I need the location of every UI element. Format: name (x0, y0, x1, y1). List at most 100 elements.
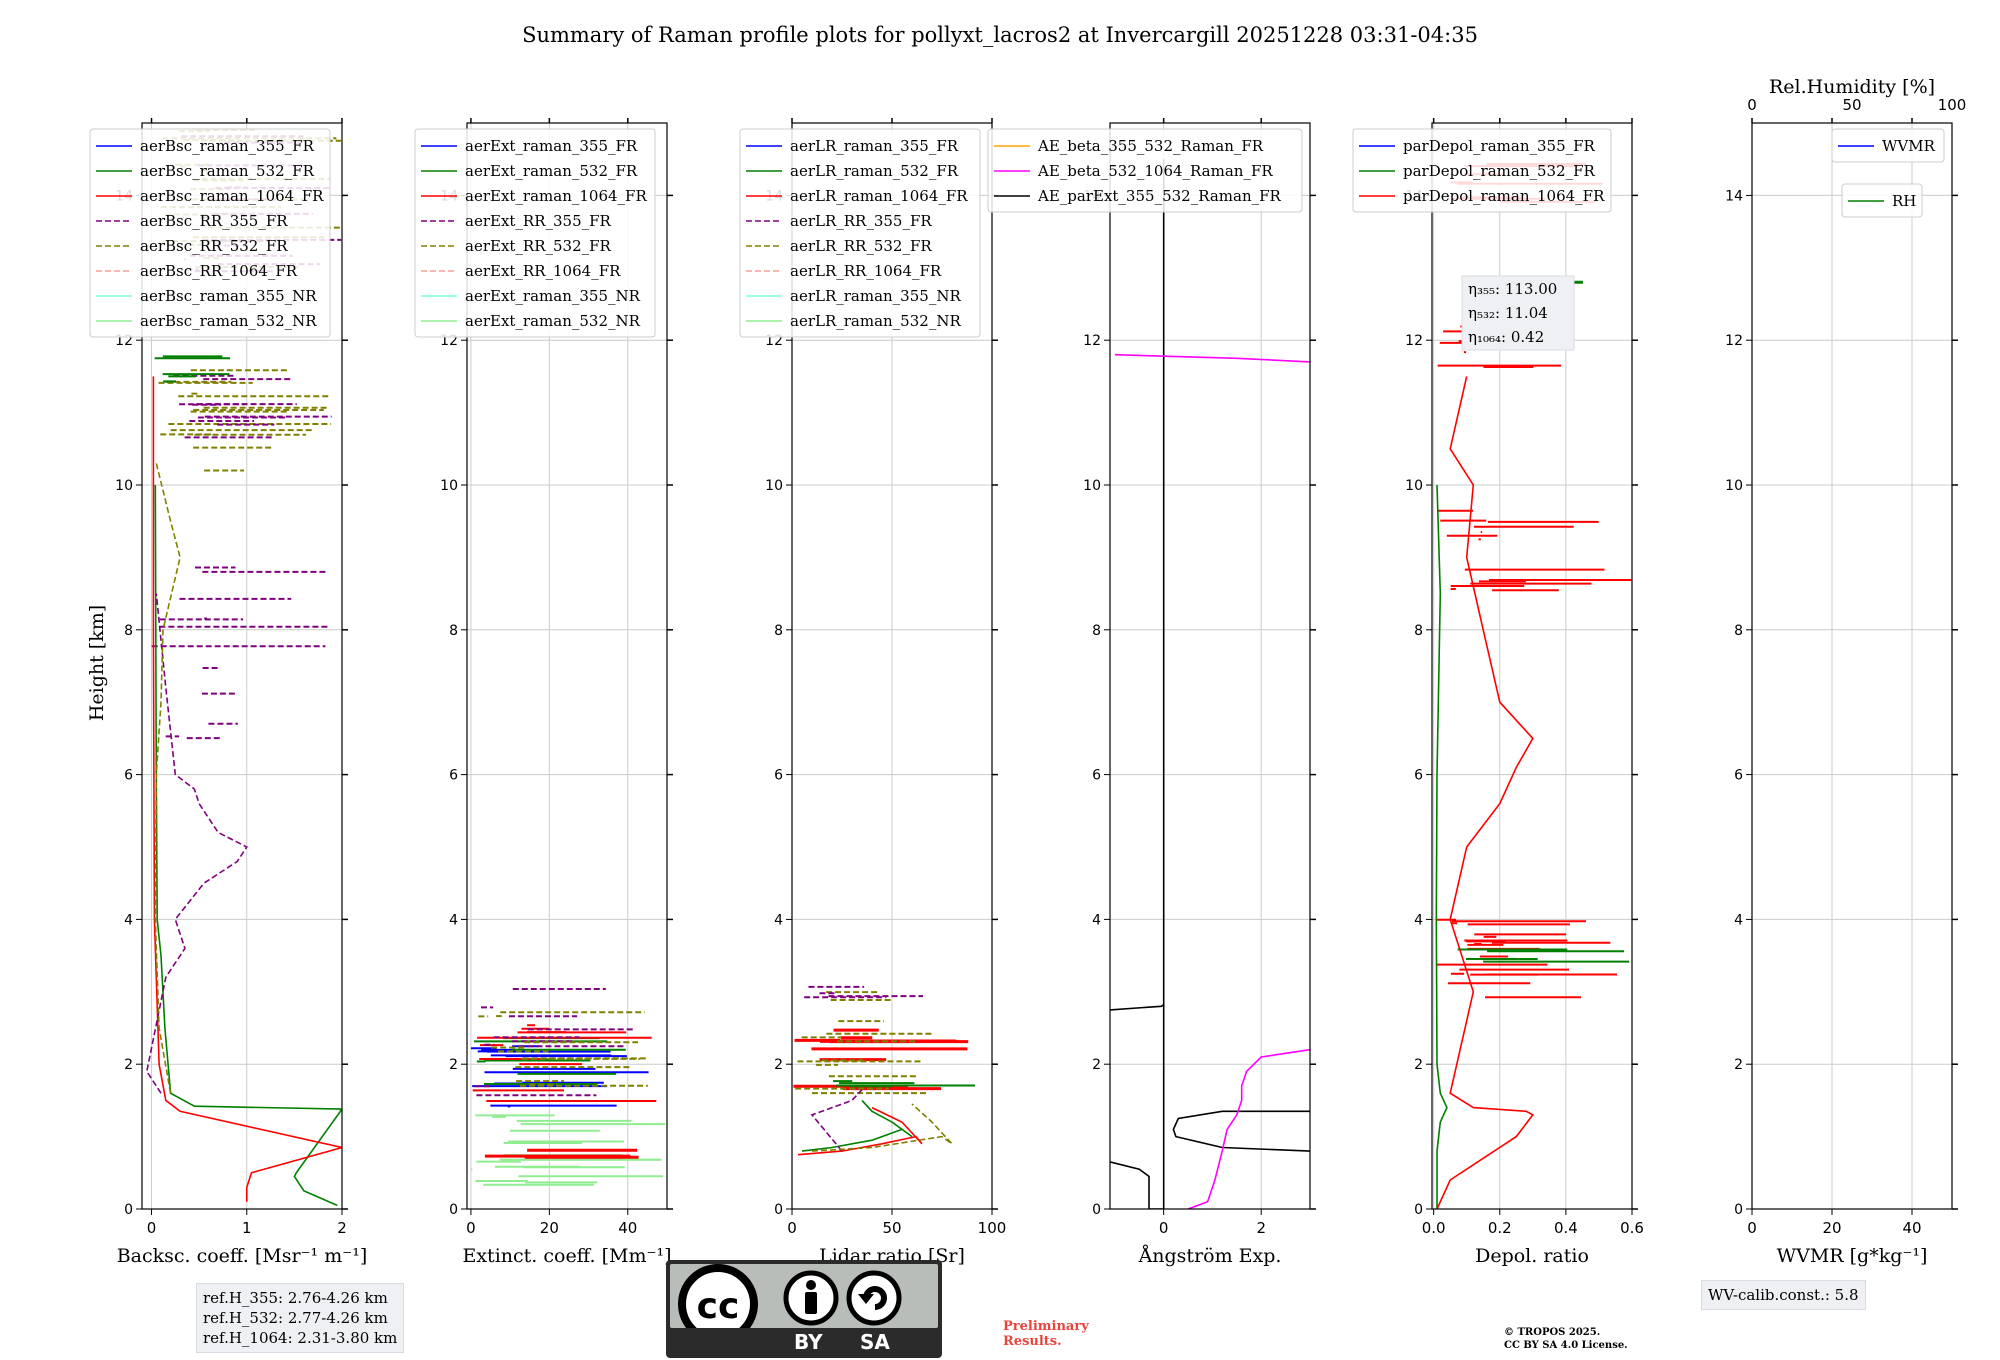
x-axis-label: WVMR [g*kg⁻¹] (1777, 1245, 1928, 1267)
series-line-aerBsc_RR_355_FR (145, 593, 248, 1094)
axes-frame (1751, 122, 1953, 1210)
depol-calibration-annotation: η₃₅₅: 113.00 η₅₃₂: 11.04 η₁₀₆₄: 0.42 (1461, 275, 1575, 351)
ref-height-532: ref.H_532: 2.77-4.26 km (203, 1309, 388, 1327)
y-tick-label: 10 (1083, 478, 1101, 494)
y-tick-label: 10 (440, 478, 458, 494)
series-line-AE_parExt_355_532_Raman_FR (1172, 1110, 1310, 1152)
y-tick-label: 4 (1734, 912, 1743, 928)
cc-badge-top: cc (670, 1264, 938, 1344)
y-tick-label: 2 (124, 1057, 133, 1073)
y-tick-label: 2 (1092, 1057, 1101, 1073)
legend-entry: parDepol_raman_1064_FR (1403, 187, 1605, 205)
legend-entry: aerBsc_RR_1064_FR (140, 262, 298, 280)
legend-box (89, 128, 331, 338)
x-tick-label: 2 (337, 1219, 347, 1237)
x-tick-label: 0.2 (1488, 1219, 1512, 1237)
plot-area-angstrom (1110, 159, 1310, 1209)
axes-frame (1431, 122, 1633, 1210)
series-line-aerLR_RR_355_FR (810, 1088, 863, 1152)
y-tick-label: 8 (124, 623, 133, 639)
plot-area-lidar_ratio (793, 985, 976, 1156)
y-tick-label: 10 (1725, 478, 1743, 494)
y-tick-label: 8 (1092, 623, 1101, 639)
sa-share-icon (846, 1270, 902, 1326)
y-axis-label: Height [km] (86, 605, 108, 721)
y-tick-label: 4 (1092, 912, 1101, 928)
by-person-head (806, 1280, 816, 1290)
copyright-line-2: CC BY SA 4.0 License. (1504, 1340, 1628, 1351)
y-tick-label: 10 (1405, 478, 1423, 494)
x-tick-label: 20 (1822, 1219, 1841, 1237)
legend-entry: aerExt_raman_532_NR (465, 312, 641, 330)
x-tick-label: 40 (1902, 1219, 1921, 1237)
y-tick-label: 8 (774, 623, 783, 639)
x-tick-label: 100 (978, 1219, 1007, 1237)
panel-angstrom: 0246810121402Ångström Exp.AE_beta_355_53… (987, 118, 1316, 1267)
legend-entry: aerLR_raman_355_NR (790, 287, 961, 305)
by-label: BY (794, 1330, 823, 1354)
y-tick-label: 12 (1725, 333, 1743, 349)
y-tick-label: 0 (1734, 1202, 1743, 1218)
legend-entry: aerLR_RR_1064_FR (790, 262, 942, 280)
legend-entry: AE_parExt_355_532_Raman_FR (1037, 187, 1282, 205)
y-tick-label: 0 (1092, 1202, 1101, 1218)
y-tick-label: 6 (1414, 768, 1423, 784)
by-person-body (805, 1292, 817, 1314)
preliminary-line-1: Preliminary (1003, 1319, 1089, 1334)
y-tick-label: 4 (449, 912, 458, 928)
legend-entry: aerExt_RR_355_FR (465, 212, 612, 230)
legend-entry: aerBsc_raman_355_FR (140, 137, 315, 155)
series-line-parDepol_raman_1064_FR (1436, 376, 1535, 1209)
x-tick-label: 50 (882, 1219, 901, 1237)
panel-wvmr: 0 2 4 6 8 10 12 14 0 20 40 WVMR [g*kg⁻¹] 0 50 100Rel.H… (1725, 76, 1966, 1267)
legend-lidar_ratio: aerLR_raman_355_FR aerLR_raman_532_FR aerL… (739, 128, 981, 338)
plot-area-extinction (470, 987, 666, 1186)
legend-entry: parDepol_raman_355_FR (1403, 137, 1596, 155)
y-tick-label: 12 (1083, 333, 1101, 349)
legend-box (987, 128, 1303, 213)
legend-box (739, 128, 981, 338)
legend-entry: aerExt_RR_532_FR (465, 237, 612, 255)
y-tick-label: 4 (774, 912, 783, 928)
legend-entry: aerLR_raman_532_NR (790, 312, 961, 330)
legend-entry: aerLR_RR_355_FR (790, 212, 932, 230)
legend-entry: aerBsc_raman_532_FR (140, 162, 315, 180)
series-line-AE_beta_532_1064_Raman_FR (1187, 1048, 1310, 1209)
top-x-tick-label: 0 (1747, 96, 1757, 114)
legend-entry: aerBsc_raman_532_NR (140, 312, 317, 330)
y-tick-label: 8 (1734, 623, 1743, 639)
wv-calibration-box: WV-calib.const.: 5.8 (1701, 1280, 1866, 1310)
series-line-AE_parExt_355_532_Raman_FR (1110, 1004, 1165, 1011)
annotation-box (1461, 275, 1575, 351)
y-tick-label: 2 (1734, 1057, 1743, 1073)
preliminary-results-note: Preliminary Results. (1003, 1319, 1089, 1349)
x-axis-label: Ångström Exp. (1138, 1245, 1282, 1267)
legend-entry: AE_beta_355_532_Raman_FR (1037, 137, 1264, 155)
y-tick-label: 2 (449, 1057, 458, 1073)
top-x-tick-label: 100 (1938, 96, 1967, 114)
x-tick-label: 0 (466, 1219, 476, 1237)
y-tick-label: 6 (449, 768, 458, 784)
series-line-aerBsc_raman_532_FR (154, 484, 342, 1207)
cc-icons: cc (678, 1264, 902, 1344)
legend-entry: aerBsc_RR_532_FR (140, 237, 288, 255)
x-tick-label: 0 (1159, 1219, 1169, 1237)
legend-entry: parDepol_raman_532_FR (1403, 162, 1596, 180)
x-axis-label: Depol. ratio (1475, 1245, 1589, 1267)
y-tick-label: 4 (1414, 912, 1423, 928)
ref-height-1064: ref.H_1064: 2.31-3.80 km (203, 1329, 398, 1347)
annotation-line: η₁₀₆₄: 0.42 (1468, 328, 1544, 346)
legend-entry: aerExt_raman_355_NR (465, 287, 641, 305)
legend-entry: RH (1892, 192, 1916, 210)
cc-license-badge: cc BY SA (666, 1260, 942, 1358)
series-line-AE_beta_532_1064_Raman_FR (1114, 353, 1310, 363)
y-tick-label: 2 (1414, 1057, 1423, 1073)
legend-angstrom: AE_beta_355_532_Raman_FR AE_beta_532_1064… (987, 128, 1303, 213)
legend-entry: aerExt_raman_532_FR (465, 162, 638, 180)
x-axis-label: Extinct. coeff. [Mm⁻¹] (462, 1245, 671, 1267)
x-tick-label: 0 (1747, 1219, 1757, 1237)
panels: 02468101214012Backsc. coeff. [Msr⁻¹ m⁻¹]… (89, 76, 1966, 1267)
legend-extinction: aerExt_raman_355_FR aerExt_raman_532_FRae… (414, 128, 656, 338)
legend-box (1831, 128, 1945, 163)
